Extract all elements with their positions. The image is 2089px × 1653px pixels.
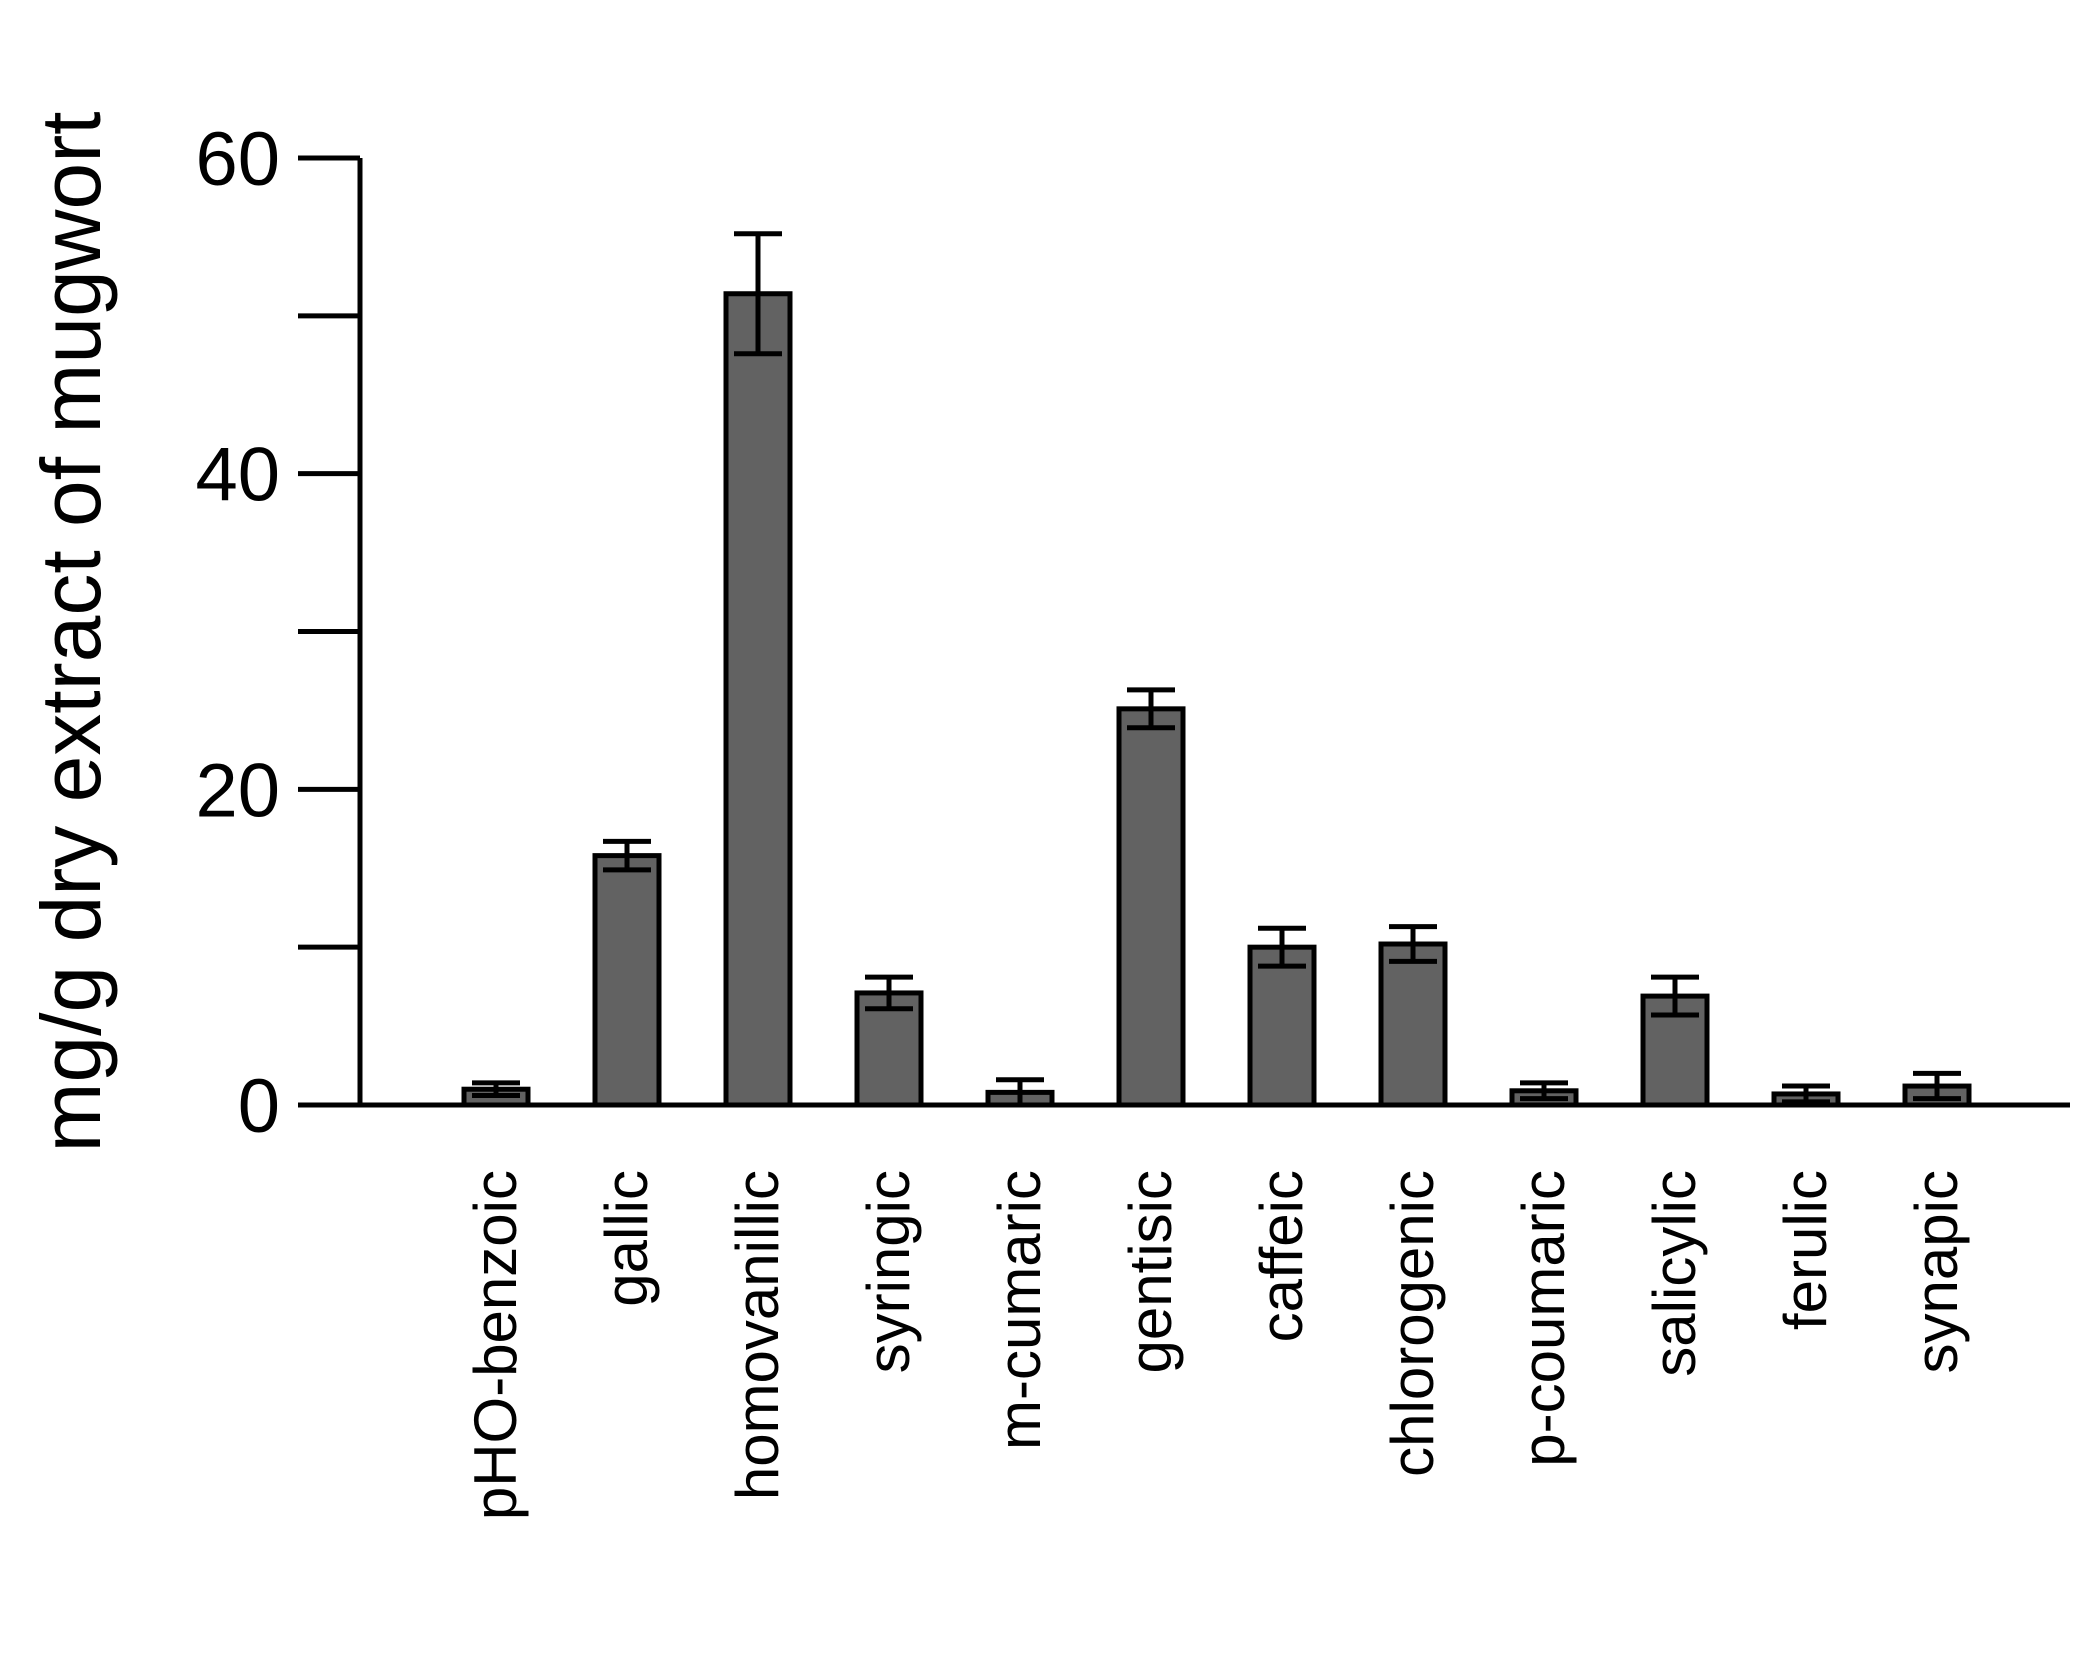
bar [1247,944,1317,1108]
category-labels: pHO-benzoic gallic homovanillic syringic m-c… [462,1170,1970,1520]
category-label: chlorogenic [1379,1170,1446,1477]
category-label: synapic [1903,1170,1970,1373]
y-tick-label: 40 [195,433,280,518]
bar [854,990,924,1108]
category-label: caffeic [1248,1170,1315,1342]
category-label: homovanillic [724,1170,791,1500]
bar [592,853,662,1108]
category-label: gallic [593,1170,660,1307]
category-label: syringic [855,1170,922,1373]
y-axis-title: mg/g dry extract of mugwort [24,111,118,1152]
bars [461,291,1972,1108]
bar [1378,941,1448,1108]
category-label: pHO-benzoic [462,1170,529,1520]
category-label: ferulic [1772,1170,1839,1330]
error-bars [472,231,1961,1108]
bar [1116,706,1186,1108]
y-tick-label: 0 [238,1064,280,1149]
category-label: salicylic [1641,1170,1708,1377]
category-label: p-coumaric [1510,1170,1577,1467]
bar [723,291,793,1108]
category-label: gentisic [1117,1170,1184,1373]
y-tick-label: 60 [195,117,280,202]
y-tick-label: 20 [195,748,280,833]
category-label: m-cumaric [986,1170,1053,1450]
